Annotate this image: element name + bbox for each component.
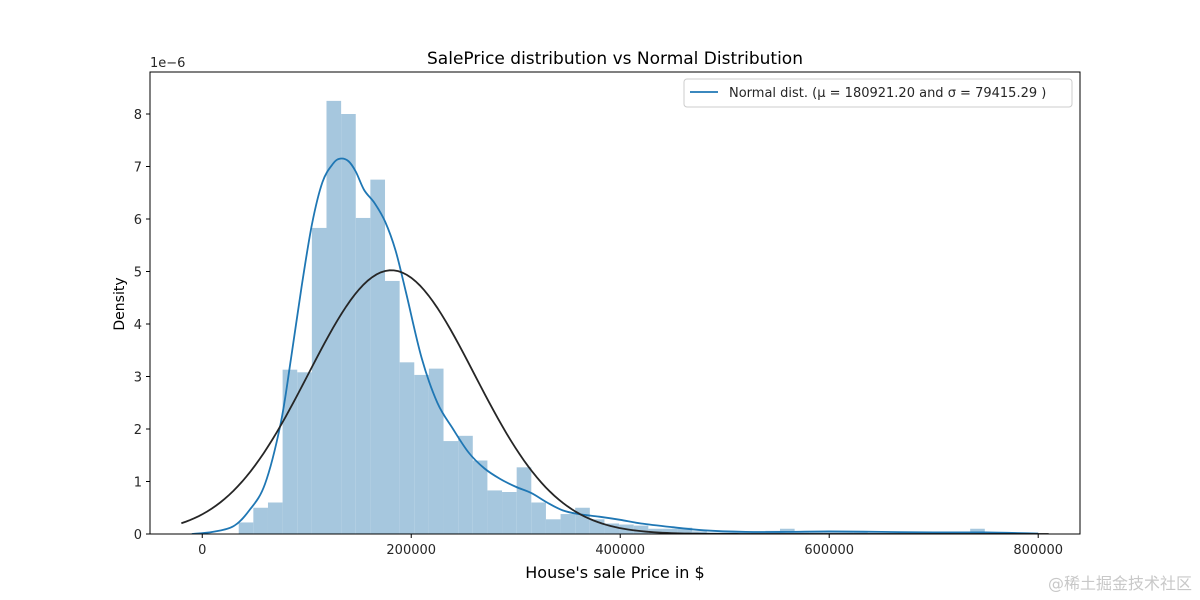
x-tick-label: 400000	[595, 543, 645, 558]
histogram-bar	[385, 280, 400, 534]
y-tick-label: 1	[134, 476, 142, 491]
histogram-bar	[633, 525, 649, 534]
y-tick-label: 8	[134, 108, 142, 123]
histogram-bar	[428, 368, 444, 534]
histogram-bar	[282, 369, 298, 534]
histogram-bar	[443, 441, 459, 534]
histogram-bar	[794, 531, 810, 534]
y-tick-label: 0	[134, 528, 142, 543]
axes-frame	[149, 71, 1081, 535]
watermark: @稀土掘金技术社区	[1047, 574, 1192, 593]
histogram-bar	[472, 460, 488, 534]
kde-line	[191, 157, 1039, 534]
histogram-bar	[297, 372, 312, 534]
histogram-bar	[531, 502, 546, 534]
histogram-bar	[677, 527, 693, 534]
histogram-bar	[648, 528, 663, 534]
histogram-bar	[970, 528, 985, 534]
histogram-bar	[458, 435, 473, 534]
histogram-bar	[326, 100, 342, 534]
histogram-bar	[487, 490, 503, 534]
y-offset-text: 1e−6	[150, 56, 185, 71]
histogram-bar	[662, 528, 678, 534]
histogram-bar	[502, 492, 517, 534]
x-tick-label: 0	[198, 543, 206, 558]
histogram-bar	[516, 467, 532, 534]
histogram-bar	[809, 531, 824, 534]
histogram-bar	[414, 374, 429, 534]
histogram-bar	[370, 179, 386, 534]
histogram-bar	[399, 362, 415, 534]
normal-fit-line	[181, 269, 1049, 534]
histogram-bar	[238, 522, 254, 534]
histogram-bar	[545, 519, 561, 534]
y-tick-label: 6	[134, 213, 142, 228]
histogram-bar	[267, 502, 283, 534]
axes: 0 200000 400000 600000 800000 0 1 2 3 4 5 6 7 8	[134, 71, 1081, 558]
legend-label: Normal dist. (μ = 180921.20 and σ = 7941…	[729, 86, 1046, 101]
x-tick-label: 600000	[804, 543, 854, 558]
y-tick-label: 7	[134, 161, 142, 176]
histogram-bar	[823, 531, 839, 534]
x-tick-label: 200000	[386, 543, 436, 558]
legend: Normal dist. (μ = 180921.20 and σ = 7941…	[683, 78, 1073, 108]
y-tick-label: 2	[134, 423, 142, 438]
histogram-bar	[341, 114, 356, 534]
histogram-bar	[838, 531, 854, 534]
histogram-bar	[692, 531, 707, 534]
legend-frame	[683, 78, 1073, 108]
x-tick-label: 800000	[1013, 543, 1063, 558]
y-axis-title: Density	[112, 277, 128, 330]
histogram-bar	[253, 507, 268, 534]
histogram-bar	[604, 523, 620, 534]
histogram-bar	[560, 514, 576, 534]
histogram-bar	[311, 227, 327, 534]
histogram-bar	[355, 217, 371, 534]
y-tick-label: 4	[134, 318, 142, 333]
y-tick-label: 5	[134, 266, 142, 281]
chart-title: SalePrice distribution vs Normal Distrib…	[427, 49, 803, 69]
plot-area	[181, 100, 1049, 534]
y-tick-label: 3	[134, 371, 142, 386]
x-axis-title: House's sale Price in $	[525, 563, 704, 582]
